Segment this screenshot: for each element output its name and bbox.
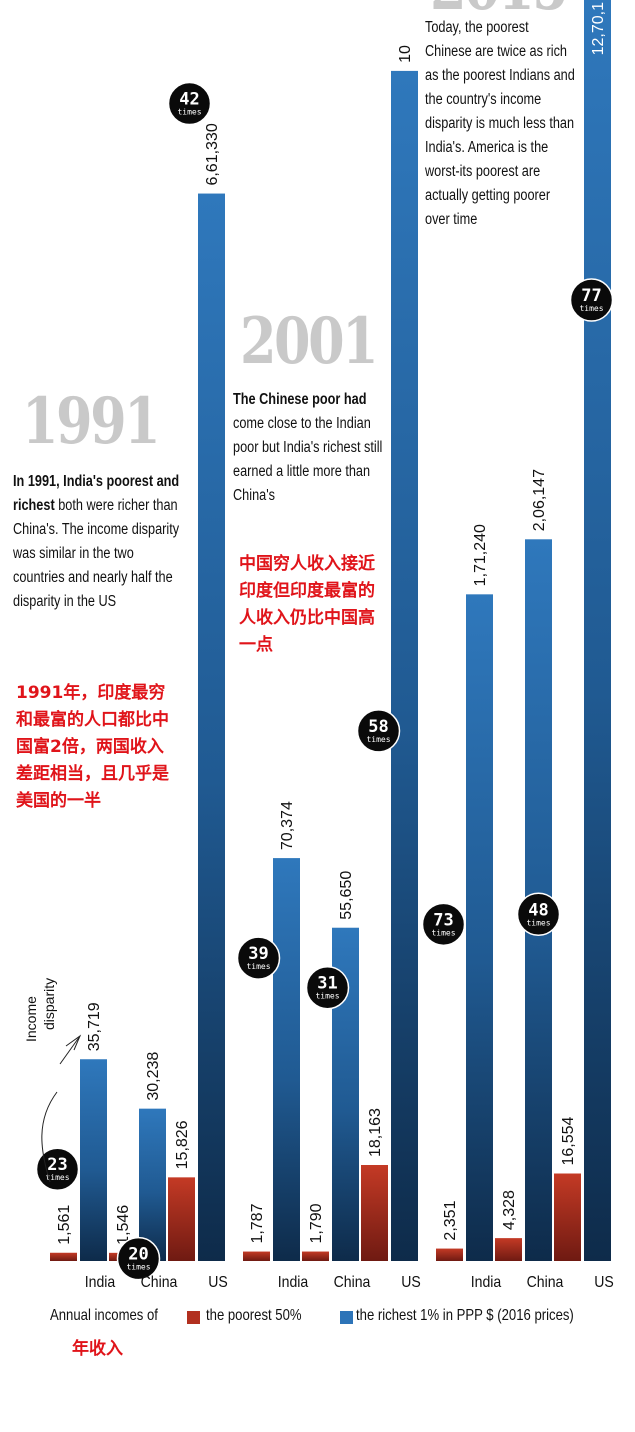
bar-richest-1991-china (139, 1108, 166, 1261)
label-poorest-2001-india: 1,787 (249, 1203, 266, 1243)
label-poorest-1991-india: 1,561 (56, 1205, 73, 1245)
label-poorest-2015-china: 4,328 (501, 1190, 518, 1230)
bar-richest-1991-india (80, 1059, 107, 1261)
label-richest-2001-india: 70,374 (279, 801, 296, 850)
disparity-bubble-2015-china (516, 892, 561, 937)
disparity-times-1991-us: times (177, 108, 201, 117)
x-label-2001-china: China (334, 1273, 371, 1291)
x-label-2001-us: US (401, 1273, 421, 1291)
bar-richest-1991-us (198, 193, 225, 1261)
label-richest-1991-us: 6,61,330 (204, 123, 221, 185)
x-label-1991-india: India (85, 1273, 116, 1291)
disparity-value-2015-india: 73 (433, 910, 453, 930)
label-richest-2001-us: 10 (397, 45, 414, 63)
disparity-value-2015-china: 48 (528, 900, 548, 920)
disparity-pointer-arrow-line (59, 1035, 81, 1065)
label-poorest-1991-us: 15,826 (174, 1120, 191, 1169)
bar-richest-2015-india (466, 594, 493, 1261)
x-label-2015-india: India (471, 1273, 502, 1291)
disparity-bubble-2015-us (569, 278, 614, 322)
disparity-pointer-arrow (41, 1091, 58, 1183)
note-2015: Today, the poorest Chinese are twice as … (425, 16, 577, 232)
note-1991-text: both were richer than China's. The incom… (13, 497, 180, 610)
note-2001-cn: 中国穷人收入接近印度但印度最富的人收入仍比中国高一点 (239, 554, 375, 655)
bar-poorest-2001-china (302, 1251, 329, 1261)
x-label-2015-china: China (527, 1273, 564, 1291)
legend-swatch-poorest (187, 1311, 200, 1324)
note-2001-bold: The Chinese poor had (233, 391, 367, 408)
axis-title: Income disparity (22, 978, 58, 1042)
year-2015: 2015 (430, 0, 569, 25)
bar-poorest-1991-india (50, 1252, 77, 1261)
bar-richest-2001-india (273, 858, 300, 1261)
disparity-times-2015-china: times (526, 918, 550, 927)
year-2001: 2001 (240, 304, 379, 379)
year-1991: 1991 (22, 384, 161, 459)
x-label-2015-us: US (594, 1273, 614, 1291)
bar-poorest-2015-china (495, 1238, 522, 1261)
disparity-times-2001-china: times (315, 992, 339, 1001)
disparity-times-1991-china: times (126, 1263, 150, 1272)
legend-poorest: the poorest 50% (206, 1307, 302, 1324)
disparity-bubble-1991-india (35, 1147, 80, 1191)
value-labels-layer: 1,561 35,719 1,546 30,238 15,826 6,61,330 1,78… (56, 2, 607, 1245)
label-poorest-2015-us: 16,554 (560, 1116, 577, 1165)
disparity-value-2001-india: 39 (248, 944, 268, 964)
x-label-1991-us: US (208, 1273, 228, 1291)
disparity-bubble-1991-us (167, 81, 212, 126)
label-richest-1991-india: 35,719 (86, 1002, 103, 1051)
note-2001-text: come close to the Indian poor but India'… (233, 415, 383, 504)
bar-poorest-2001-india (243, 1251, 270, 1261)
note-1991-bold: In 1991, India's poorest and richest (13, 473, 180, 514)
label-poorest-2001-us: 18,163 (367, 1108, 384, 1157)
disparity-times-2015-us: times (579, 304, 603, 313)
note-1991-cn: 1991年，印度最穷和最富的人口都比中国富2倍，两国收入差距相当，且几乎是美国的… (16, 683, 169, 811)
disparity-value-1991-china: 20 (128, 1245, 148, 1265)
label-richest-2015-india: 1,71,240 (472, 524, 489, 586)
bars-layer (50, 0, 611, 1262)
label-richest-1991-china: 30,238 (145, 1052, 162, 1101)
disparity-bubble-1991-china (116, 1236, 161, 1281)
label-richest-2015-us: 12,70,1 (590, 2, 607, 55)
disparity-bubble-2015-india (421, 902, 466, 947)
disparity-value-2015-us: 77 (581, 286, 601, 306)
x-label-1991-china: China (141, 1273, 178, 1291)
bar-richest-2001-us (391, 70, 418, 1262)
disparity-bubble-2001-china (305, 965, 350, 1010)
bar-poorest-1991-us (168, 1177, 195, 1261)
axis-title-line-2: disparity (41, 977, 57, 1030)
disparity-value-1991-us: 42 (179, 90, 199, 110)
legend-swatch-richest (340, 1311, 353, 1324)
x-label-2001-india: India (278, 1273, 309, 1291)
disparity-value-2001-china: 31 (317, 974, 337, 994)
note-2001: The Chinese poor had come close to the I… (233, 388, 389, 508)
bar-poorest-2001-us (361, 1165, 388, 1261)
disparity-bubble-2001-india (236, 936, 281, 980)
label-poorest-1991-china: 1,546 (115, 1205, 132, 1245)
x-axis-labels: India China US India China US India China US (85, 1273, 614, 1291)
disparity-times-2015-india: times (431, 928, 455, 937)
legend-prefix-cn: 年收入 (72, 1339, 123, 1359)
disparity-value-2001-us: 58 (368, 717, 388, 737)
label-poorest-2015-india: 2,351 (442, 1200, 459, 1240)
bar-richest-2015-us (584, 0, 611, 1261)
legend-prefix: Annual incomes of (50, 1307, 158, 1324)
disparity-times-1991-india: times (45, 1173, 69, 1182)
disparity-bubble-2001-us (356, 709, 401, 753)
label-poorest-2001-china: 1,790 (308, 1203, 325, 1243)
axis-title-line-1: Income (23, 996, 39, 1042)
legend-richest: the richest 1% in PPP $ (2016 prices) (356, 1307, 574, 1324)
label-richest-2001-china: 55,650 (338, 871, 355, 920)
bar-poorest-2015-india (436, 1248, 463, 1261)
disparity-bubbles-layer: 23times20times42times39times31times58tim… (35, 81, 614, 1281)
label-richest-2015-china: 2,06,147 (531, 469, 548, 531)
disparity-value-1991-india: 23 (47, 1155, 67, 1175)
note-2015-text: Today, the poorest Chinese are twice as … (425, 19, 575, 228)
note-1991: In 1991, India's poorest and richest bot… (13, 470, 185, 614)
bar-poorest-2015-us (554, 1173, 581, 1261)
disparity-times-2001-india: times (246, 962, 270, 971)
disparity-times-2001-us: times (366, 735, 390, 744)
